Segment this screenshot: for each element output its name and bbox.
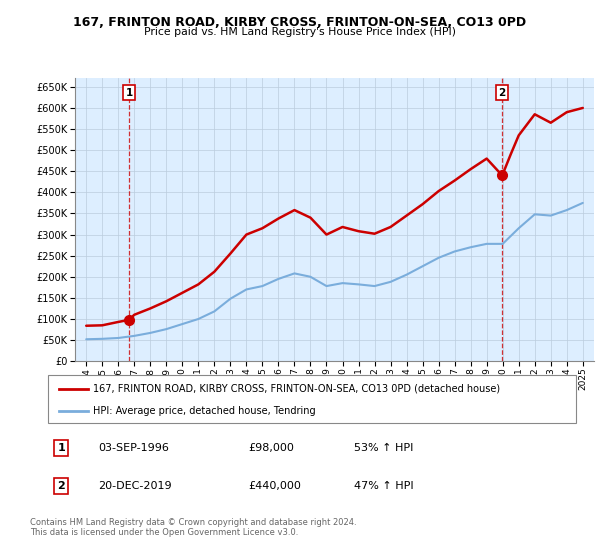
- Text: 53% ↑ HPI: 53% ↑ HPI: [354, 443, 413, 453]
- Text: 1: 1: [58, 443, 65, 453]
- Text: 03-SEP-1996: 03-SEP-1996: [98, 443, 169, 453]
- Text: 2: 2: [499, 88, 506, 97]
- Text: 47% ↑ HPI: 47% ↑ HPI: [354, 480, 414, 491]
- Text: 20-DEC-2019: 20-DEC-2019: [98, 480, 172, 491]
- Text: 167, FRINTON ROAD, KIRBY CROSS, FRINTON-ON-SEA, CO13 0PD: 167, FRINTON ROAD, KIRBY CROSS, FRINTON-…: [73, 16, 527, 29]
- FancyBboxPatch shape: [48, 375, 576, 423]
- Text: £98,000: £98,000: [248, 443, 295, 453]
- Text: 167, FRINTON ROAD, KIRBY CROSS, FRINTON-ON-SEA, CO13 0PD (detached house): 167, FRINTON ROAD, KIRBY CROSS, FRINTON-…: [93, 384, 500, 394]
- Text: 2: 2: [58, 480, 65, 491]
- Text: £440,000: £440,000: [248, 480, 302, 491]
- Text: HPI: Average price, detached house, Tendring: HPI: Average price, detached house, Tend…: [93, 406, 316, 416]
- Text: 1: 1: [125, 88, 133, 97]
- Text: Price paid vs. HM Land Registry's House Price Index (HPI): Price paid vs. HM Land Registry's House …: [144, 27, 456, 38]
- Text: Contains HM Land Registry data © Crown copyright and database right 2024.
This d: Contains HM Land Registry data © Crown c…: [30, 518, 356, 538]
